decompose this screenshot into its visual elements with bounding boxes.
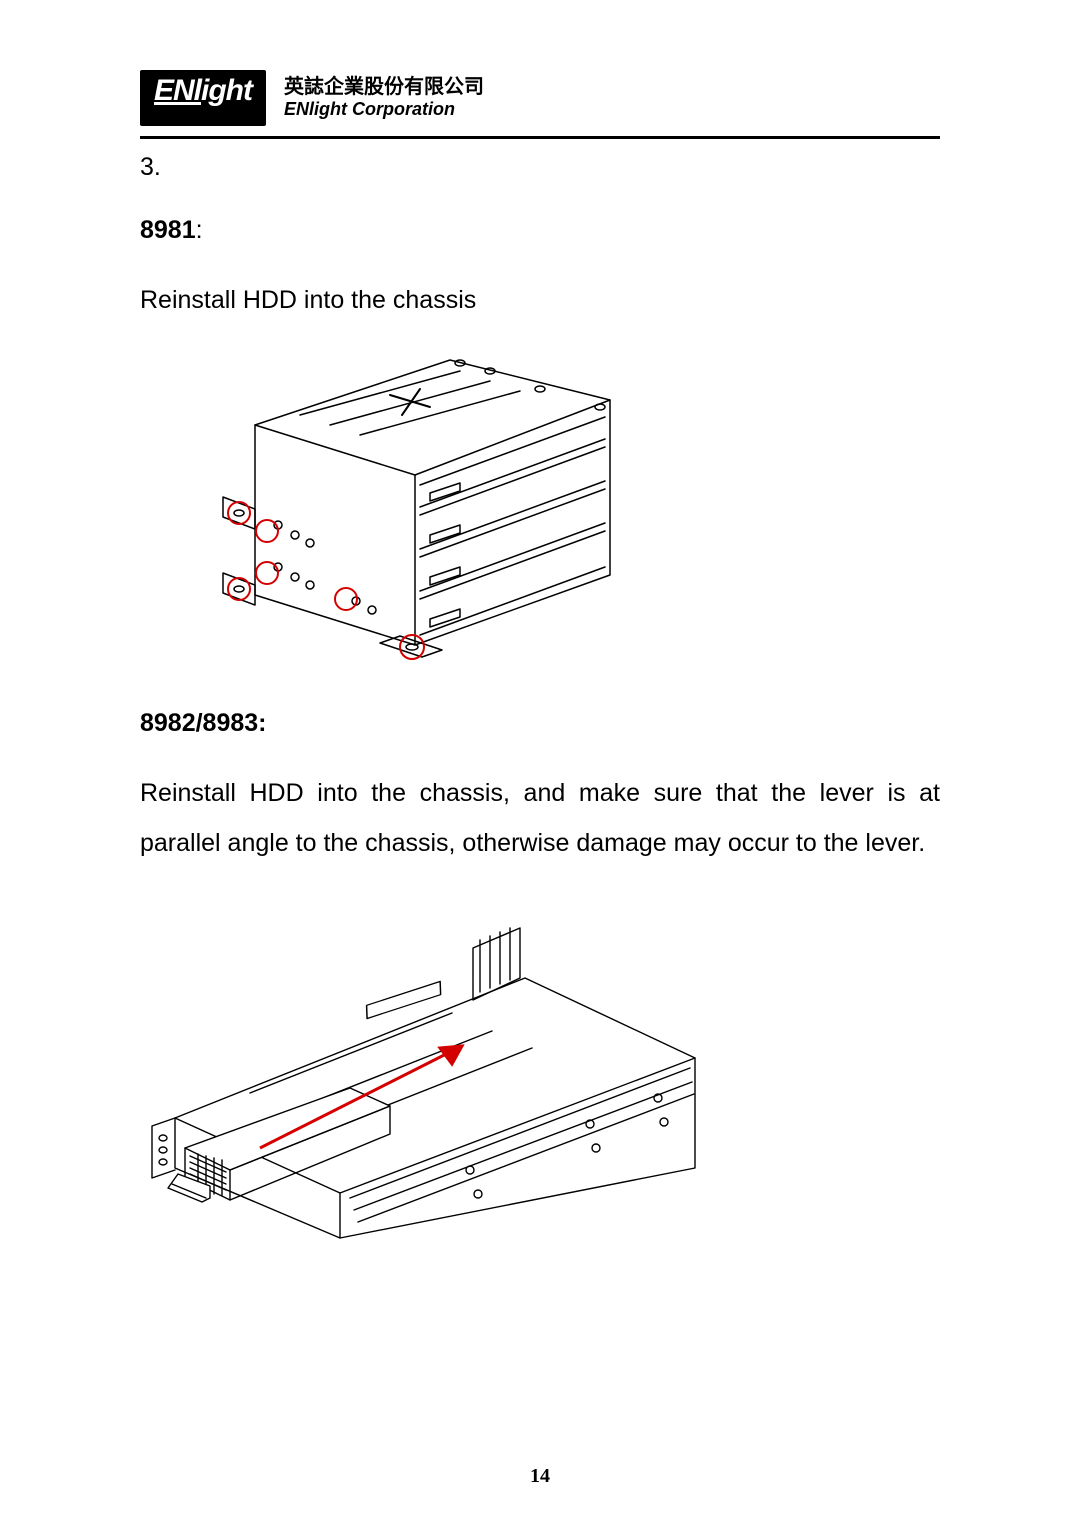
company-name-block: 英誌企業股份有限公司 ENlight Corporation — [284, 75, 484, 121]
figure-hdd-cage — [160, 335, 940, 665]
logo-text: ENlight — [154, 76, 252, 106]
page-number: 14 — [0, 1465, 1080, 1488]
section2-text: Reinstall HDD into the chassis, and make… — [140, 768, 940, 868]
chassis-insert-illustration — [140, 888, 700, 1248]
company-name-english: ENlight Corporation — [284, 99, 484, 121]
page-header: ENlight 英誌企業股份有限公司 ENlight Corporation — [140, 70, 940, 139]
brand-logo: ENlight — [140, 70, 266, 126]
company-name-chinese: 英誌企業股份有限公司 — [284, 75, 484, 99]
model-heading-8981: 8981: — [140, 216, 940, 245]
figure-chassis-insert — [140, 888, 940, 1248]
model-colon: : — [196, 216, 203, 244]
step-number: 3. — [140, 153, 940, 182]
document-page: ENlight 英誌企業股份有限公司 ENlight Corporation 3… — [0, 0, 1080, 1528]
section1-text: Reinstall HDD into the chassis — [140, 275, 940, 325]
model-label: 8981 — [140, 216, 196, 244]
model-heading-8982-8983: 8982/8983: — [140, 709, 940, 738]
hdd-cage-illustration — [160, 335, 630, 665]
